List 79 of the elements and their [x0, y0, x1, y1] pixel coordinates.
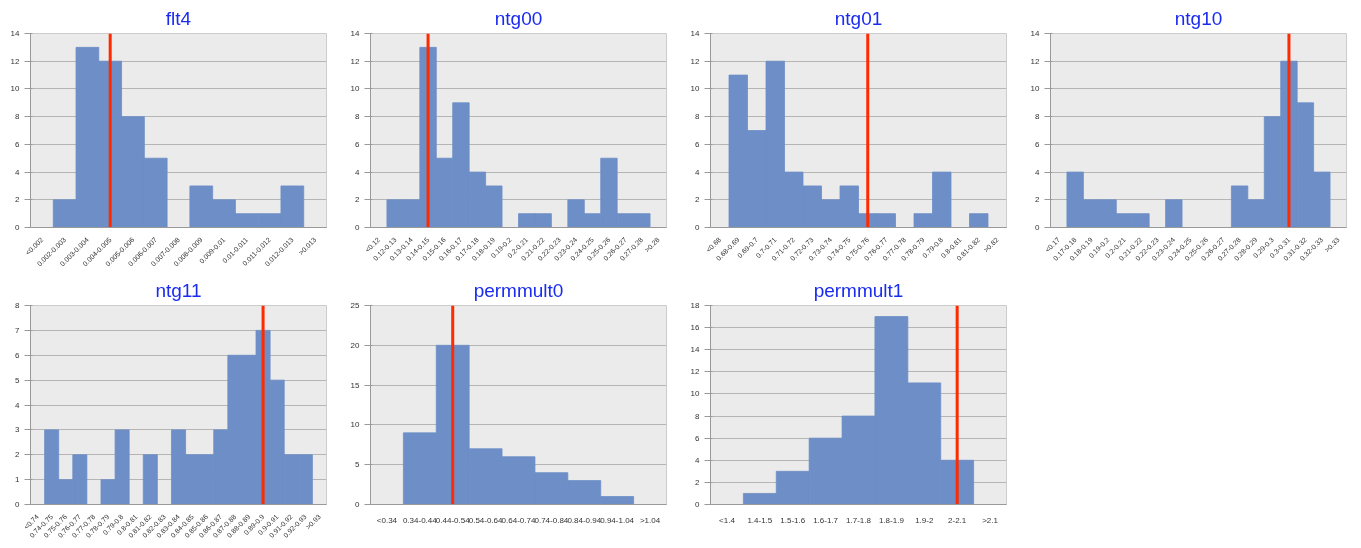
- y-tick-label: 8: [15, 112, 21, 122]
- y-tick-label: 12: [690, 367, 701, 377]
- chart-title: ntg01: [834, 7, 883, 29]
- y-tick-label: 5: [15, 375, 21, 385]
- y-tick-label: 3: [15, 425, 21, 435]
- y-tick-label: 2: [15, 450, 21, 460]
- y-tick-label: 6: [695, 139, 701, 149]
- x-tick-label: 0.94-1.04: [600, 515, 635, 525]
- y-tick-label: 14: [690, 29, 701, 38]
- y-tick-label: 10: [350, 420, 361, 430]
- y-tick-label: 14: [690, 345, 701, 355]
- y-tick-label: 8: [1035, 112, 1041, 122]
- y-tick-label: 12: [10, 56, 21, 66]
- chart-title: ntg10: [1174, 7, 1223, 29]
- x-tick-label: 1.7-1.8: [846, 515, 872, 525]
- x-tick-label: <0.34: [376, 515, 398, 525]
- y-tick-label: 10: [690, 389, 701, 399]
- y-tick-label: 10: [350, 84, 361, 94]
- chart-title: flt4: [165, 7, 192, 29]
- y-tick-label: 4: [695, 455, 701, 465]
- y-tick-label: 2: [355, 195, 361, 205]
- y-tick-label: 6: [15, 350, 21, 360]
- y-tick-label: 25: [350, 301, 361, 310]
- y-tick-label: 16: [690, 323, 701, 333]
- y-tick-label: 0: [355, 223, 361, 232]
- y-tick-label: 2: [695, 477, 701, 487]
- y-tick-label: 4: [695, 167, 701, 177]
- x-tick-label: 1.4-1.5: [747, 515, 773, 525]
- y-tick-label: 1: [15, 475, 21, 485]
- bar: [969, 213, 989, 228]
- y-tick-label: 5: [355, 460, 361, 470]
- x-tick-label: 2-2.1: [948, 515, 967, 525]
- x-tick-label: >1.04: [639, 515, 661, 525]
- y-tick-label: 4: [1035, 167, 1041, 177]
- y-tick-label: 0: [695, 223, 701, 232]
- y-tick-label: 2: [695, 195, 701, 205]
- y-tick-label: 4: [15, 167, 21, 177]
- y-tick-label: 14: [10, 29, 21, 38]
- y-tick-label: 0: [695, 500, 701, 509]
- y-tick-label: 12: [690, 56, 701, 66]
- y-tick-label: 18: [690, 301, 701, 310]
- y-tick-label: 0: [1035, 223, 1041, 232]
- y-tick-label: 12: [1030, 56, 1041, 66]
- chart-title: ntg00: [494, 7, 543, 29]
- y-tick-label: 14: [350, 29, 361, 38]
- y-tick-label: 8: [695, 411, 701, 421]
- x-tick-label: 1.6-1.7: [813, 515, 839, 525]
- y-tick-label: 8: [355, 112, 361, 122]
- y-tick-label: 0: [15, 223, 21, 232]
- y-tick-label: 0: [355, 500, 361, 509]
- x-tick-label: 1.9-2: [915, 515, 934, 525]
- y-tick-label: 10: [690, 84, 701, 94]
- y-tick-label: 7: [15, 325, 21, 335]
- y-tick-label: 0: [15, 500, 21, 509]
- y-tick-label: 8: [15, 301, 21, 310]
- x-tick-label: 1.5-1.6: [780, 515, 806, 525]
- y-tick-label: 14: [1030, 29, 1041, 38]
- x-tick-label: >2.1: [982, 515, 999, 525]
- y-tick-label: 2: [15, 195, 21, 205]
- y-tick-label: 10: [1030, 84, 1041, 94]
- y-tick-label: 6: [695, 433, 701, 443]
- x-tick-label: <1.4: [719, 515, 736, 525]
- x-tick-label: 1.8-1.9: [878, 515, 905, 525]
- y-tick-label: 6: [15, 139, 21, 149]
- y-tick-label: 8: [695, 112, 701, 122]
- y-tick-label: 4: [355, 167, 361, 177]
- y-tick-label: 15: [350, 380, 361, 390]
- y-tick-label: 6: [355, 139, 361, 149]
- y-tick-label: 20: [350, 340, 361, 350]
- chart-title: permmult1: [813, 279, 904, 301]
- y-tick-label: 6: [1035, 139, 1041, 149]
- y-tick-label: 4: [15, 400, 21, 410]
- chart-title: ntg11: [155, 279, 202, 301]
- y-tick-label: 2: [1035, 195, 1041, 205]
- y-tick-label: 12: [350, 56, 361, 66]
- bar: [142, 454, 158, 505]
- bar: [1165, 199, 1183, 228]
- y-tick-label: 10: [10, 84, 21, 94]
- chart-title: permmult0: [473, 279, 564, 301]
